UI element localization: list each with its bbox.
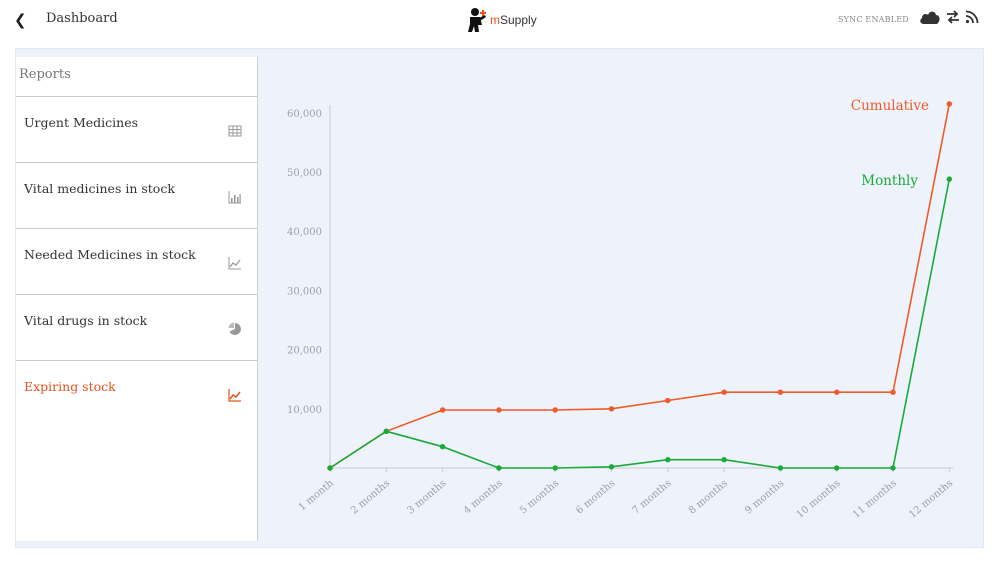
monthly-data-point	[777, 465, 784, 471]
cloud-icon[interactable]	[919, 9, 941, 25]
line-chart-icon	[228, 389, 241, 402]
monthly-data-point	[665, 457, 671, 463]
sidebar-item-label: Expiring stock	[24, 379, 116, 394]
sidebar-header: Reports	[16, 57, 257, 97]
monthly-data-point	[834, 465, 840, 471]
x-tick-label: 12 months	[907, 478, 955, 521]
monthly-data-point	[608, 464, 615, 470]
sync-status: SYNC ENABLED	[838, 15, 909, 24]
x-tick-label: 7 months	[631, 478, 674, 517]
y-tick-label: 20,000	[287, 346, 322, 357]
top-bar: ❮ Dashboard mSupply SYNC ENABLED	[0, 0, 998, 40]
sidebar-item-expiring-stock[interactable]: Expiring stock	[16, 361, 257, 427]
x-tick-label: 2 months	[349, 478, 392, 517]
x-tick-label: 6 months	[574, 478, 617, 517]
sidebar-item-vital-medicines[interactable]: Vital medicines in stock	[16, 163, 257, 229]
monthly-series-label: Monthly	[861, 173, 918, 189]
monthly-data-point	[552, 465, 558, 471]
bar-chart-icon	[228, 191, 241, 204]
table-icon	[228, 125, 242, 137]
x-tick-label: 8 months	[687, 478, 730, 517]
pie-chart-icon	[228, 322, 241, 335]
cumulative-data-point	[834, 389, 840, 395]
reports-sidebar: Reports Urgent Medicines Vital medicines…	[16, 57, 258, 541]
cumulative-series-line	[329, 103, 951, 469]
cumulative-data-point	[721, 389, 727, 395]
cumulative-data-point	[665, 397, 671, 404]
y-tick-label: 40,000	[287, 227, 322, 238]
monthly-data-point	[721, 457, 727, 463]
x-tick-label: 10 months	[795, 478, 843, 521]
expiring-stock-chart: 10,000 20,000 30,000 40,000 50,000 60,000 1 mo…	[274, 89, 984, 549]
sidebar-item-label: Vital drugs in stock	[24, 313, 148, 328]
monthly-data-point	[946, 176, 952, 182]
msupply-logo: mSupply	[466, 6, 537, 34]
monthly-series-line	[329, 178, 951, 469]
chart-svg: 10,000 20,000 30,000 40,000 50,000 60,000 1 mo…	[287, 98, 955, 521]
line-chart-icon	[228, 257, 241, 270]
monthly-data-point	[327, 465, 333, 471]
sidebar-item-vital-drugs[interactable]: Vital drugs in stock	[16, 295, 257, 361]
logo-text: mSupply	[490, 13, 537, 27]
y-tick-label: 60,000	[287, 109, 322, 120]
sync-arrows-icon[interactable]	[946, 10, 960, 24]
monthly-data-point	[383, 428, 389, 434]
x-tick-label: 9 months	[743, 478, 786, 517]
y-tick-label: 50,000	[287, 168, 322, 179]
chevron-left-icon[interactable]: ❮	[14, 11, 27, 29]
y-tick-label: 30,000	[287, 286, 322, 297]
sidebar-item-label: Needed Medicines in stock	[24, 247, 196, 262]
main-panel: Reports Urgent Medicines Vital medicines…	[15, 48, 984, 548]
sidebar-item-needed-medicines[interactable]: Needed Medicines in stock	[16, 229, 257, 295]
cumulative-data-point	[777, 389, 784, 395]
msupply-logo-icon	[468, 8, 486, 32]
sidebar-item-urgent-medicines[interactable]: Urgent Medicines	[16, 97, 257, 163]
x-tick-label: 4 months	[462, 478, 505, 517]
sidebar-item-label: Urgent Medicines	[24, 115, 139, 130]
cumulative-series-label: Cumulative	[851, 98, 929, 114]
cumulative-data-point	[946, 101, 952, 107]
x-tick-label: 5 months	[518, 478, 561, 517]
x-tick-label: 11 months	[851, 478, 899, 521]
page-title[interactable]: Dashboard	[46, 11, 118, 26]
cumulative-data-point	[439, 407, 446, 413]
monthly-data-point	[496, 465, 502, 471]
cumulative-data-point	[890, 389, 896, 395]
cumulative-data-point	[608, 406, 615, 412]
rss-icon[interactable]	[965, 10, 979, 24]
y-tick-label: 10,000	[287, 405, 322, 416]
monthly-data-point	[890, 465, 896, 471]
sync-icons	[919, 9, 979, 25]
sidebar-item-label: Vital medicines in stock	[24, 181, 175, 196]
x-tick-label: 1 month	[297, 478, 337, 514]
cumulative-data-point	[552, 407, 558, 413]
cumulative-data-point	[496, 407, 502, 413]
monthly-data-point	[439, 443, 446, 450]
x-tick-label: 3 months	[405, 478, 448, 517]
